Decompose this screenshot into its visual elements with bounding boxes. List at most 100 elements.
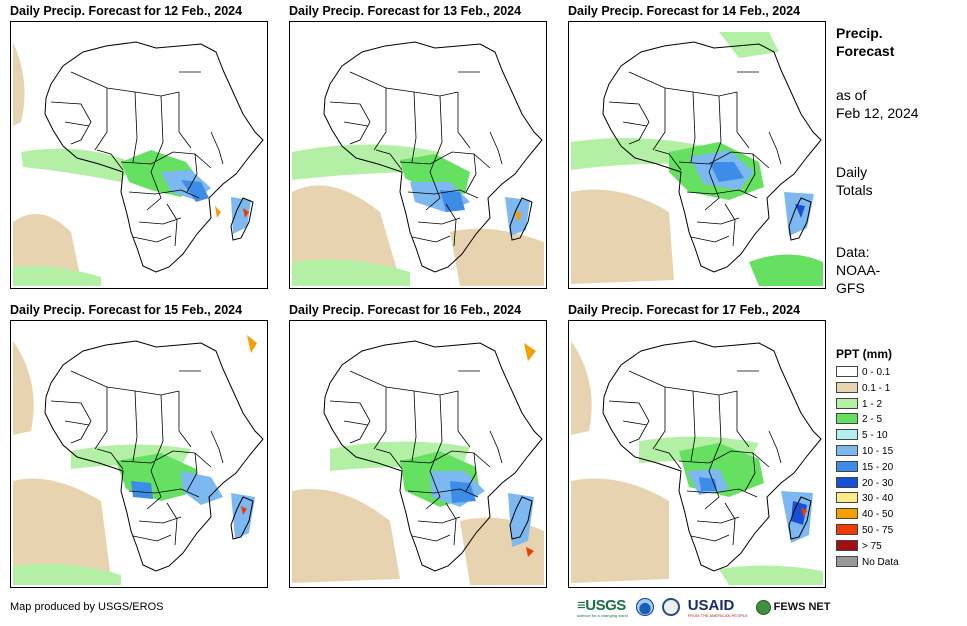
country-border [96,448,124,470]
legend-swatch [836,476,858,488]
madagascar-coastline [509,496,533,540]
madagascar-coastline [788,197,812,241]
country-border [628,370,738,396]
legend-item: 5 - 10 [836,429,888,442]
country-border [457,391,471,448]
as-of-date: as of Feb 12, 2024 [836,86,919,122]
precip-region [13,42,25,126]
country-border [375,448,403,470]
country-border [654,448,682,470]
data-source-line2: NOAA- [836,262,881,278]
precip-region [21,148,131,182]
country-border [622,121,648,127]
country-border [489,430,503,464]
country-border [64,420,90,426]
country-border [425,171,441,211]
country-border [678,151,770,169]
precip-map-17 [571,340,823,585]
country-border [724,203,736,247]
precip-region [749,254,823,286]
country-border [652,88,666,151]
map-panel-14 [568,21,826,289]
country-border [373,387,387,450]
madagascar-coastline [230,496,254,540]
legend-item: 50 - 75 [836,524,893,537]
legend-label: 10 - 15 [862,446,894,457]
country-border [210,430,224,464]
legend-item: > 75 [836,539,882,553]
madagascar-coastline [509,197,533,241]
country-border [132,91,138,163]
country-border [132,534,172,542]
side-title: Precip. Forecast [836,24,894,60]
precip-region [440,190,465,212]
legend-label: 40 - 50 [862,509,894,521]
precip-region [292,489,400,583]
panel-title-14: Daily Precip. Forecast for 14 Feb., 2024 [568,4,801,18]
usgs-logo-tagline: science for a changing world [577,612,628,618]
panel-title-16: Daily Precip. Forecast for 16 Feb., 2024 [289,303,522,317]
country-border [375,149,403,171]
africa-coastline [44,41,264,273]
precip-region [571,478,669,583]
precip-region [571,189,674,284]
country-border [329,400,371,444]
precip-region [524,343,536,361]
country-border [146,470,162,510]
country-border [744,452,756,492]
legend-title: PPT (mm) [836,347,893,361]
country-border [329,101,371,145]
precip-region [709,162,744,182]
country-border [622,420,648,426]
precip-region [247,335,257,353]
country-border [373,88,387,151]
country-border [186,452,198,492]
legend-label: 1 - 2 [862,398,883,410]
precip-region [784,192,814,236]
precip-map-15 [13,335,264,585]
precip-region [508,493,534,547]
country-border [608,400,650,444]
precip-region [526,547,534,557]
doi-seal-icon [661,598,680,616]
country-border [686,189,758,199]
country-border [768,430,782,464]
country-border [343,121,369,127]
country-border [465,452,477,492]
country-border [343,420,369,426]
daily-totals-label: Daily Totals [836,163,873,199]
country-border [489,131,503,165]
panel-title-15: Daily Precip. Forecast for 15 Feb., 2024 [10,303,243,317]
country-border [690,91,696,163]
country-border [736,391,750,448]
country-border [411,390,417,462]
legend-item: 0 - 0.1 [836,366,890,379]
usgs-logo-text: ≡USGS [577,596,626,614]
panel-title-17: Daily Precip. Forecast for 17 Feb., 2024 [568,303,801,317]
country-border [186,153,198,193]
country-border [704,171,720,211]
country-border [178,92,192,149]
precip-region [13,341,34,435]
legend-swatch [836,539,858,551]
legend-swatch [836,381,858,393]
precip-region [215,206,221,218]
precip-region [292,185,400,284]
legend-label: 0 - 0.1 [862,367,891,378]
as-of-value: Feb 12, 2024 [836,105,919,121]
legend-swatch [836,492,858,504]
africa-coastline [602,340,822,572]
legend-swatch [836,397,858,409]
country-border [94,88,108,151]
precip-region [243,208,249,218]
precip-region [719,565,823,585]
panel-title-13: Daily Precip. Forecast for 13 Feb., 2024 [289,4,522,18]
precip-map-13 [292,41,544,286]
precip-region [514,210,522,222]
madagascar-coastline [788,496,812,540]
country-border [696,516,740,524]
country-border [744,153,756,193]
legend-label: 2 - 5 [862,414,883,426]
precip-region [450,481,476,503]
country-border [146,171,162,211]
